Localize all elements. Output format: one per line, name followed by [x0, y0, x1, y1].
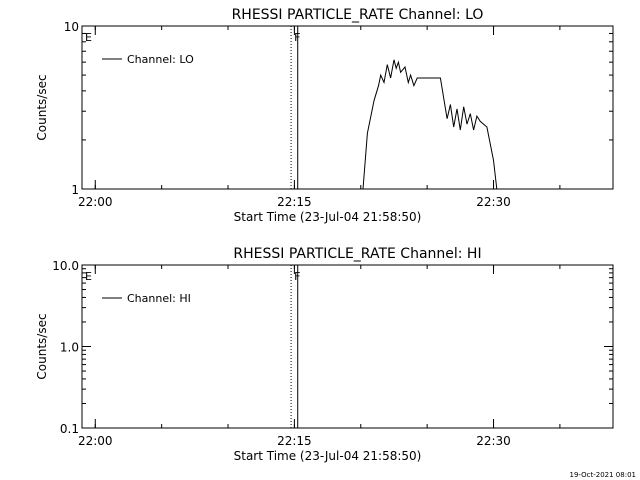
y-tick-label: 1.0	[60, 341, 79, 355]
series-line-0-0	[362, 59, 498, 190]
y-tick-label: 1	[71, 183, 79, 197]
y-axis-label-1: Counts/sec	[35, 313, 49, 379]
chart-title-1: RHESSI PARTICLE_RATE Channel: HI	[233, 246, 481, 262]
chart-panel-1: RHESSI PARTICLE_RATE Channel: HI Counts/s…	[35, 246, 614, 463]
event-label: E	[85, 31, 92, 44]
y-tick-label: 10.0	[52, 259, 79, 273]
x-tick-label: 22:15	[277, 434, 312, 448]
x-tick-label: 22:30	[476, 434, 511, 448]
y-tick-label: 10	[64, 20, 79, 34]
y-tick-label: 0.1	[60, 422, 79, 436]
x-tick-label: 22:00	[78, 434, 113, 448]
x-tick-label: 22:15	[277, 195, 312, 209]
footer-timestamp: 19-Oct-2021 08:01	[569, 471, 636, 479]
plot-frame-1	[81, 264, 614, 429]
x-tick-label: 22:30	[476, 195, 511, 209]
x-axis-label-1: Start Time (23-Jul-04 21:58:50)	[234, 449, 422, 463]
plot-frame-0	[81, 25, 614, 190]
legend-label-1: Channel: HI	[127, 292, 191, 305]
legend-label-0: Channel: LO	[127, 53, 194, 66]
x-axis-label-0: Start Time (23-Jul-04 21:58:50)	[234, 210, 422, 224]
chart-title-0: RHESSI PARTICLE_RATE Channel: LO	[232, 7, 484, 23]
x-tick-label: 22:00	[78, 195, 113, 209]
y-axis-label-0: Counts/sec	[35, 74, 49, 140]
chart-panel-0: RHESSI PARTICLE_RATE Channel: LO Counts/s…	[35, 7, 614, 224]
event-label: E	[85, 270, 92, 283]
